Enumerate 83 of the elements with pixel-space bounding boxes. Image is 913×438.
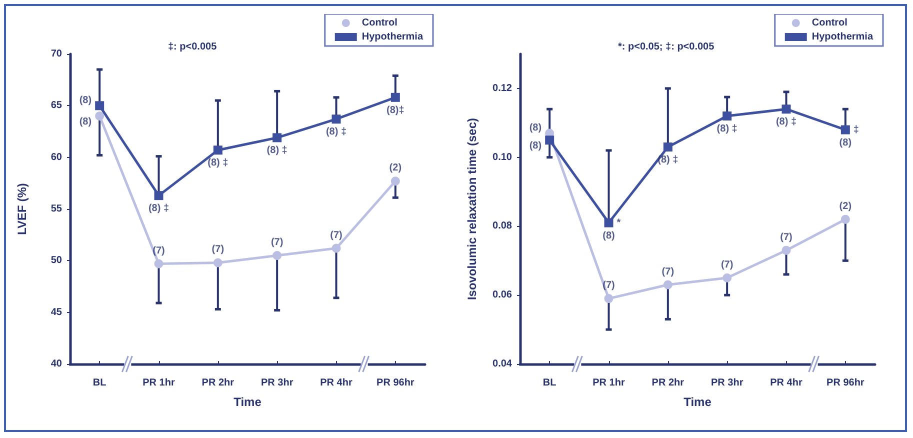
- annotation: (2): [839, 200, 852, 212]
- y-tick-label: 60: [50, 152, 62, 163]
- y-axis-title: LVEF (%): [15, 183, 29, 235]
- annotation: (8)‡: [386, 104, 404, 116]
- annotation: (8): [529, 140, 542, 152]
- annotation: (7): [270, 237, 284, 248]
- point: [545, 136, 554, 145]
- y-tick-label: 0.10: [492, 152, 512, 163]
- point: [95, 112, 104, 120]
- point: [782, 104, 791, 114]
- point: [604, 294, 614, 304]
- x-tick-label: PR 96hr: [376, 378, 414, 388]
- annotation: (8) ‡: [208, 158, 228, 169]
- x-tick-label: BL: [542, 378, 556, 388]
- annotation: (8): [529, 122, 542, 134]
- y-tick-label: 65: [50, 100, 62, 112]
- annotation: (7): [330, 230, 342, 241]
- y-tick-label: 0.04: [492, 358, 512, 370]
- y-tick-label: 0.12: [492, 82, 512, 94]
- x-axis-title: Time: [684, 395, 712, 409]
- x-axis-title: Time: [234, 395, 262, 409]
- x-tick-label: PR 1hr: [592, 378, 625, 388]
- point: [332, 114, 341, 124]
- point: [840, 125, 850, 134]
- x-tick-label: PR 4hr: [770, 378, 802, 388]
- point: [722, 112, 732, 120]
- point: [332, 244, 341, 253]
- point: [213, 146, 222, 155]
- annotation: (8) ‡: [716, 124, 738, 134]
- point: [390, 92, 400, 102]
- legend-label: Control: [362, 18, 398, 28]
- x-tick-label: PR 4hr: [320, 378, 352, 388]
- annotation: (7): [602, 280, 615, 292]
- annotation: (8): [839, 137, 852, 148]
- point: [154, 259, 164, 268]
- point: [95, 101, 104, 110]
- y-tick-label: 50: [50, 255, 62, 266]
- annotation: (2): [389, 162, 402, 174]
- y-tick-label: 45: [50, 306, 62, 318]
- annotation: (8) ‡: [658, 154, 678, 166]
- annotation: ‡: [853, 124, 859, 136]
- y-tick-label: 0.06: [492, 290, 512, 301]
- y-tick-label: 0.08: [492, 220, 512, 232]
- point: [722, 273, 732, 282]
- point: [213, 258, 222, 268]
- x-tick-label: PR 2hr: [652, 378, 684, 388]
- y-tick-label: 40: [50, 358, 62, 370]
- annotation: (8): [602, 230, 615, 242]
- y-tick-label: 70: [50, 48, 62, 60]
- point: [782, 246, 791, 255]
- legend-label: Control: [812, 18, 848, 28]
- x-tick-label: PR 1hr: [142, 378, 175, 388]
- annotation: *: [616, 217, 621, 228]
- x-tick-label: PR 96hr: [826, 378, 864, 388]
- legend-label: Hypothermia: [812, 32, 874, 42]
- text: ‡: p<0.005: [168, 42, 218, 52]
- point: [154, 191, 164, 200]
- annotation: (7): [662, 266, 674, 278]
- y-axis-title: Isovolumic relaxation time (sec): [465, 118, 479, 300]
- annotation: (8) ‡: [148, 203, 170, 214]
- annotation: (7): [212, 244, 224, 256]
- x-tick-label: BL: [92, 378, 106, 388]
- legend-label: Hypothermia: [362, 32, 424, 42]
- x-tick-label: PR 3hr: [710, 378, 744, 388]
- point: [663, 142, 672, 152]
- point: [272, 133, 282, 142]
- text: *: p<0.05; ‡: p<0.005: [618, 42, 715, 52]
- annotation: (7): [780, 232, 792, 243]
- point: [840, 214, 850, 224]
- annotation: (7): [720, 259, 734, 270]
- annotation: (7): [152, 245, 165, 256]
- point: [390, 176, 400, 186]
- x-tick-label: PR 3hr: [260, 378, 294, 388]
- x-tick-label: PR 2hr: [202, 378, 234, 388]
- y-tick-label: 55: [50, 204, 62, 214]
- annotation: (8) ‡: [776, 116, 797, 128]
- annotation: (8) ‡: [326, 126, 347, 138]
- annotation: (8) ‡: [266, 145, 288, 156]
- annotation: (8): [79, 95, 92, 106]
- point: [272, 251, 282, 260]
- point: [604, 218, 614, 228]
- annotation: (8): [79, 116, 92, 128]
- point: [663, 280, 672, 290]
